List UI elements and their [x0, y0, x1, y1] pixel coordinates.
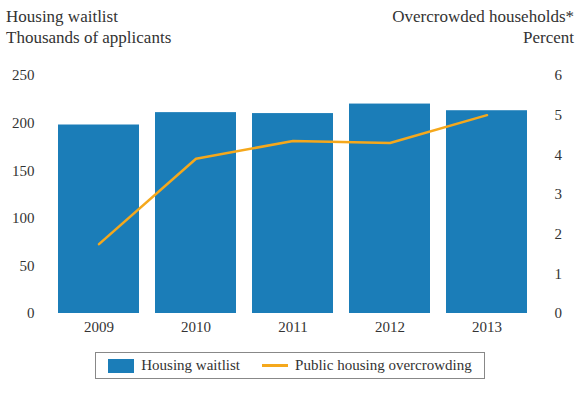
svg-text:6: 6 — [555, 67, 563, 83]
html-text:Housing waitlist: Housing waitlist — [141, 357, 240, 373]
html-text:Public housing overcrowding: Public housing overcrowding — [295, 357, 472, 373]
svg-text:2010: 2010 — [181, 319, 211, 335]
svg-text:2013: 2013 — [472, 319, 502, 335]
svg-text:0: 0 — [27, 305, 35, 321]
html-text:Overcrowded households*: Overcrowded households* — [392, 7, 574, 26]
svg-text:4: 4 — [555, 147, 563, 163]
svg-text:5: 5 — [555, 107, 563, 123]
svg-text:150: 150 — [12, 163, 35, 179]
svg-text:50: 50 — [20, 258, 35, 274]
svg-text:0: 0 — [555, 305, 563, 321]
svg-text:2011: 2011 — [278, 319, 307, 335]
html-text:Housing waitlist: Housing waitlist — [6, 7, 118, 26]
html-text:Thousands of applicants: Thousands of applicants — [6, 28, 172, 47]
svg-text:2012: 2012 — [375, 319, 405, 335]
svg-text:200: 200 — [12, 115, 35, 131]
svg-text:1: 1 — [555, 266, 563, 282]
svg-text:250: 250 — [12, 67, 35, 83]
svg-text:3: 3 — [555, 186, 563, 202]
svg-text:2: 2 — [555, 226, 563, 242]
svg-text:100: 100 — [12, 210, 35, 226]
html-text:Percent: Percent — [523, 28, 574, 47]
svg-text:2009: 2009 — [84, 319, 114, 335]
